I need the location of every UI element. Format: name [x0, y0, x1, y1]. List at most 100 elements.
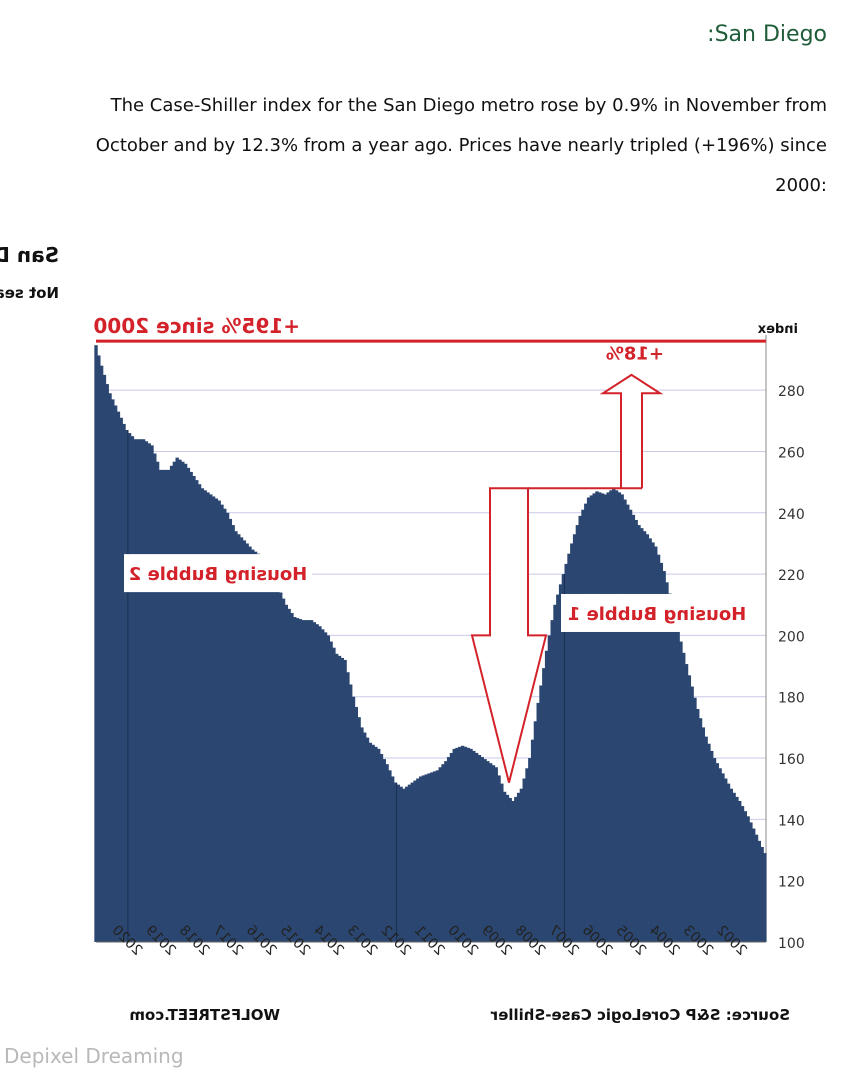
chart-brand: WOLFSTREET.com: [129, 1006, 280, 1024]
data-bar: [127, 433, 132, 942]
data-bar: [595, 491, 599, 942]
data-bar: [514, 796, 518, 942]
y-axis-label: index: [757, 322, 798, 337]
data-bar: [502, 791, 507, 942]
data-bar: [626, 504, 630, 942]
data-bar: [581, 509, 585, 942]
data-bar: [267, 574, 272, 942]
y-tick-label: 260: [778, 445, 805, 461]
data-bar: [690, 686, 694, 942]
data-bar: [270, 578, 275, 942]
intro-paragraph: The Case-Shiller index for the San Diego…: [95, 95, 827, 196]
data-bar: [362, 732, 367, 942]
data-bar: [197, 484, 202, 942]
data-bar: [684, 664, 689, 942]
data-bar: [343, 659, 347, 942]
data-bar: [105, 384, 109, 942]
data-bar: [466, 747, 470, 942]
data-bar: [606, 492, 610, 942]
data-bar: [634, 519, 638, 942]
chart-source: Source: S&P CoreLogic Case-Shiller: [490, 1006, 790, 1024]
data-bar: [169, 465, 174, 942]
data-bar: [393, 782, 398, 942]
data-bar: [186, 467, 191, 942]
data-bar: [654, 546, 658, 942]
data-bar: [665, 582, 669, 942]
data-bar: [763, 853, 767, 942]
data-bar: [349, 684, 353, 942]
data-bar: [223, 508, 227, 942]
data-bar: [480, 757, 484, 942]
data-bar: [486, 761, 490, 942]
data-bar: [97, 355, 101, 942]
data-bar: [402, 788, 406, 942]
data-bar: [416, 778, 420, 942]
data-bar: [505, 794, 510, 942]
data-bar: [195, 480, 199, 942]
data-bar: [111, 399, 115, 942]
data-bar: [662, 571, 666, 942]
data-bar: [676, 629, 680, 942]
data-bar: [696, 709, 700, 942]
data-bar: [701, 727, 706, 942]
data-bar: [396, 784, 400, 942]
data-bar: [584, 503, 588, 942]
data-bar: [301, 620, 305, 942]
data-bar: [746, 816, 750, 942]
data-bar: [385, 764, 389, 942]
data-bar: [404, 786, 409, 942]
data-bar: [542, 668, 546, 942]
data-bar: [500, 783, 504, 942]
data-bar: [724, 778, 728, 942]
data-bar: [318, 626, 322, 942]
data-bar: [732, 792, 736, 942]
data-bar: [326, 635, 331, 942]
data-bar: [175, 457, 179, 942]
data-bar: [340, 657, 345, 942]
data-bar: [321, 629, 325, 942]
data-bar: [379, 753, 384, 942]
data-bar: [600, 493, 605, 942]
data-bar: [357, 717, 361, 942]
data-bar: [612, 488, 616, 942]
data-bar: [399, 786, 403, 942]
data-bar: [99, 365, 104, 942]
data-bar: [656, 554, 661, 942]
chart-title: San Diego - Case Shiller Home Price Inde…: [0, 243, 59, 267]
data-bar: [108, 393, 112, 942]
data-bar: [530, 739, 535, 942]
data-bar: [141, 439, 146, 942]
data-bar: [130, 436, 135, 942]
data-bar: [729, 788, 734, 942]
y-tick-label: 240: [778, 507, 805, 523]
data-bar: [435, 770, 440, 942]
data-bar: [536, 702, 540, 942]
data-bar: [284, 604, 289, 942]
data-bar: [553, 604, 557, 942]
data-bar: [589, 495, 594, 942]
data-bar: [368, 742, 372, 942]
data-bar: [449, 752, 454, 942]
data-bar: [94, 345, 98, 942]
data-bar: [558, 584, 563, 942]
data-bar: [304, 620, 308, 942]
data-bar: [323, 632, 328, 942]
data-bar: [598, 492, 602, 942]
data-bar: [287, 608, 291, 942]
data-bar: [178, 459, 182, 942]
y-tick-label: 160: [778, 752, 805, 768]
data-bar: [220, 504, 224, 942]
data-bar: [150, 445, 154, 942]
data-bar: [242, 540, 247, 942]
data-bar: [603, 494, 608, 942]
data-bar: [483, 759, 487, 942]
data-bar: [211, 496, 216, 942]
data-bar: [251, 549, 255, 942]
data-bar: [754, 834, 759, 942]
data-bar: [564, 563, 568, 942]
y-tick-label: 220: [778, 568, 805, 584]
data-bar: [410, 782, 414, 942]
data-bar: [516, 792, 521, 942]
data-bar: [614, 490, 619, 942]
data-bar: [337, 655, 342, 942]
